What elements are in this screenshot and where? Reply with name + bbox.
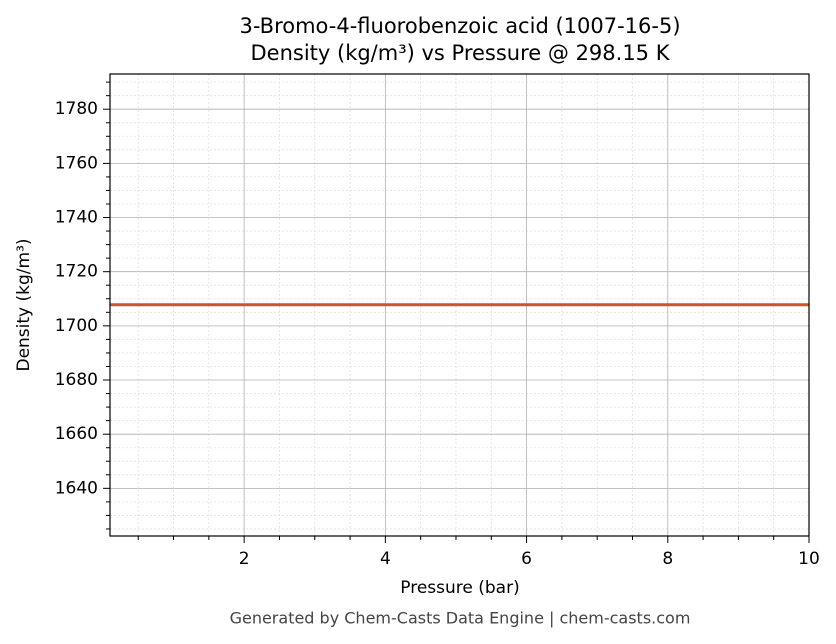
x-tick-label: 4 [380, 549, 391, 569]
x-tick-label: 2 [239, 549, 250, 569]
chart-subtitle: Density (kg/m³) vs Pressure @ 298.15 K [250, 41, 670, 65]
plot-frame [109, 73, 810, 537]
footer: Generated by Chem-Casts Data Engine | ch… [230, 609, 691, 628]
x-tick-label: 6 [521, 549, 532, 569]
y-tick-label: 1720 [55, 262, 98, 282]
y-tick-label: 1640 [55, 478, 98, 498]
y-tick-label: 1740 [55, 208, 98, 228]
x-tick-label: 10 [798, 549, 820, 569]
y-tick-label: 1780 [55, 99, 98, 119]
x-axis-label: Pressure (bar) [400, 578, 519, 598]
chart-title: 3-Bromo-4-fluorobenzoic acid (1007-16-5) [239, 14, 680, 38]
y-tick-label: 1680 [55, 370, 98, 390]
y-tick-label: 1760 [55, 153, 98, 173]
x-tick-label: 8 [662, 549, 673, 569]
y-tick-label: 1660 [55, 424, 98, 444]
y-axis-label: Density (kg/m³) [14, 238, 34, 371]
y-tick-label: 1700 [55, 316, 98, 336]
